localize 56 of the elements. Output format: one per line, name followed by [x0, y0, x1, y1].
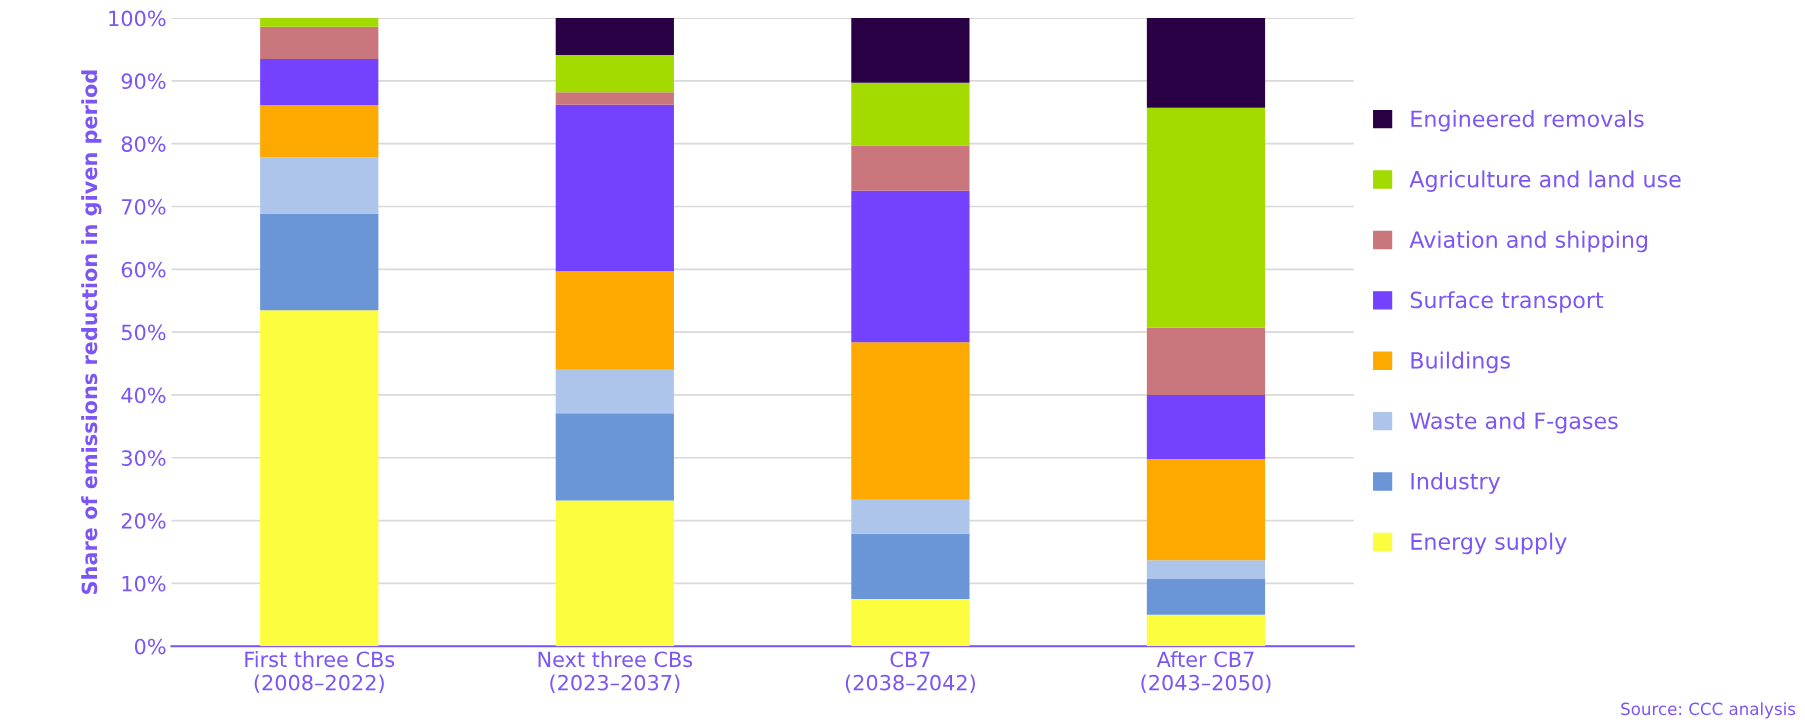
bar: [851, 342, 970, 500]
source-note: Source: CCC analysis: [1621, 702, 1796, 719]
legend-label: Industry: [1411, 472, 1501, 494]
y-tick-label: 70%: [122, 198, 166, 215]
x-tick-label: After CB7 (2043–2050): [1141, 651, 1271, 693]
y-tick-label: 60%: [121, 261, 166, 278]
legend-label: Surface transport: [1410, 291, 1604, 313]
x-tick-label: CB7 (2038–2042): [845, 651, 975, 693]
bar: [851, 82, 970, 146]
bar: [1146, 578, 1266, 615]
bar: [1146, 459, 1266, 561]
bar: [851, 599, 970, 647]
bar: [260, 213, 379, 311]
bar: [555, 104, 674, 272]
legend-label: Buildings: [1411, 351, 1510, 374]
y-tick-label: 20%: [121, 513, 166, 529]
y-axis-title: Share of emissions reduction in given period: [81, 70, 102, 594]
legend-label: Aviation and shipping: [1409, 230, 1648, 253]
bar: [1146, 614, 1266, 647]
x-tick-label: Next three CBs (2023–2037): [538, 651, 693, 693]
y-tick-label: 30%: [121, 450, 166, 466]
bar: [555, 271, 674, 370]
bar: [1146, 560, 1266, 579]
legend-label: Agriculture and land use: [1409, 170, 1681, 192]
bar: [260, 26, 379, 59]
bar: [851, 18, 970, 83]
bar: [555, 369, 674, 414]
bar: [851, 499, 970, 534]
bar: [555, 92, 674, 105]
bar: [260, 18, 379, 27]
bar: [555, 55, 674, 93]
bar: [260, 157, 379, 214]
bar: [851, 145, 970, 191]
bar: [260, 310, 379, 647]
legend-label: Energy supply: [1411, 532, 1567, 555]
bar: [1146, 107, 1266, 328]
y-tick-label: 50%: [121, 324, 166, 341]
x-tick-label: First three CBs (2008–2022): [245, 651, 395, 693]
bar: [555, 500, 674, 647]
bar: [260, 105, 379, 158]
y-tick-label: 90%: [121, 73, 166, 90]
bar: [1146, 327, 1266, 395]
bar: [1146, 18, 1266, 108]
y-tick-label: 10%: [122, 575, 166, 592]
y-tick-label: 0%: [134, 638, 166, 655]
y-tick-label: 40%: [121, 387, 166, 404]
bar: [1146, 394, 1266, 459]
y-tick-label: 100%: [109, 10, 166, 27]
y-tick-label: 80%: [121, 136, 166, 152]
bar: [851, 533, 970, 600]
bar: [555, 413, 674, 501]
legend-label: Engineered removals: [1411, 109, 1644, 132]
bar: [555, 18, 674, 56]
legend-label: Waste and F-gases: [1410, 411, 1618, 434]
bar: [260, 58, 379, 106]
bar: [851, 190, 970, 343]
